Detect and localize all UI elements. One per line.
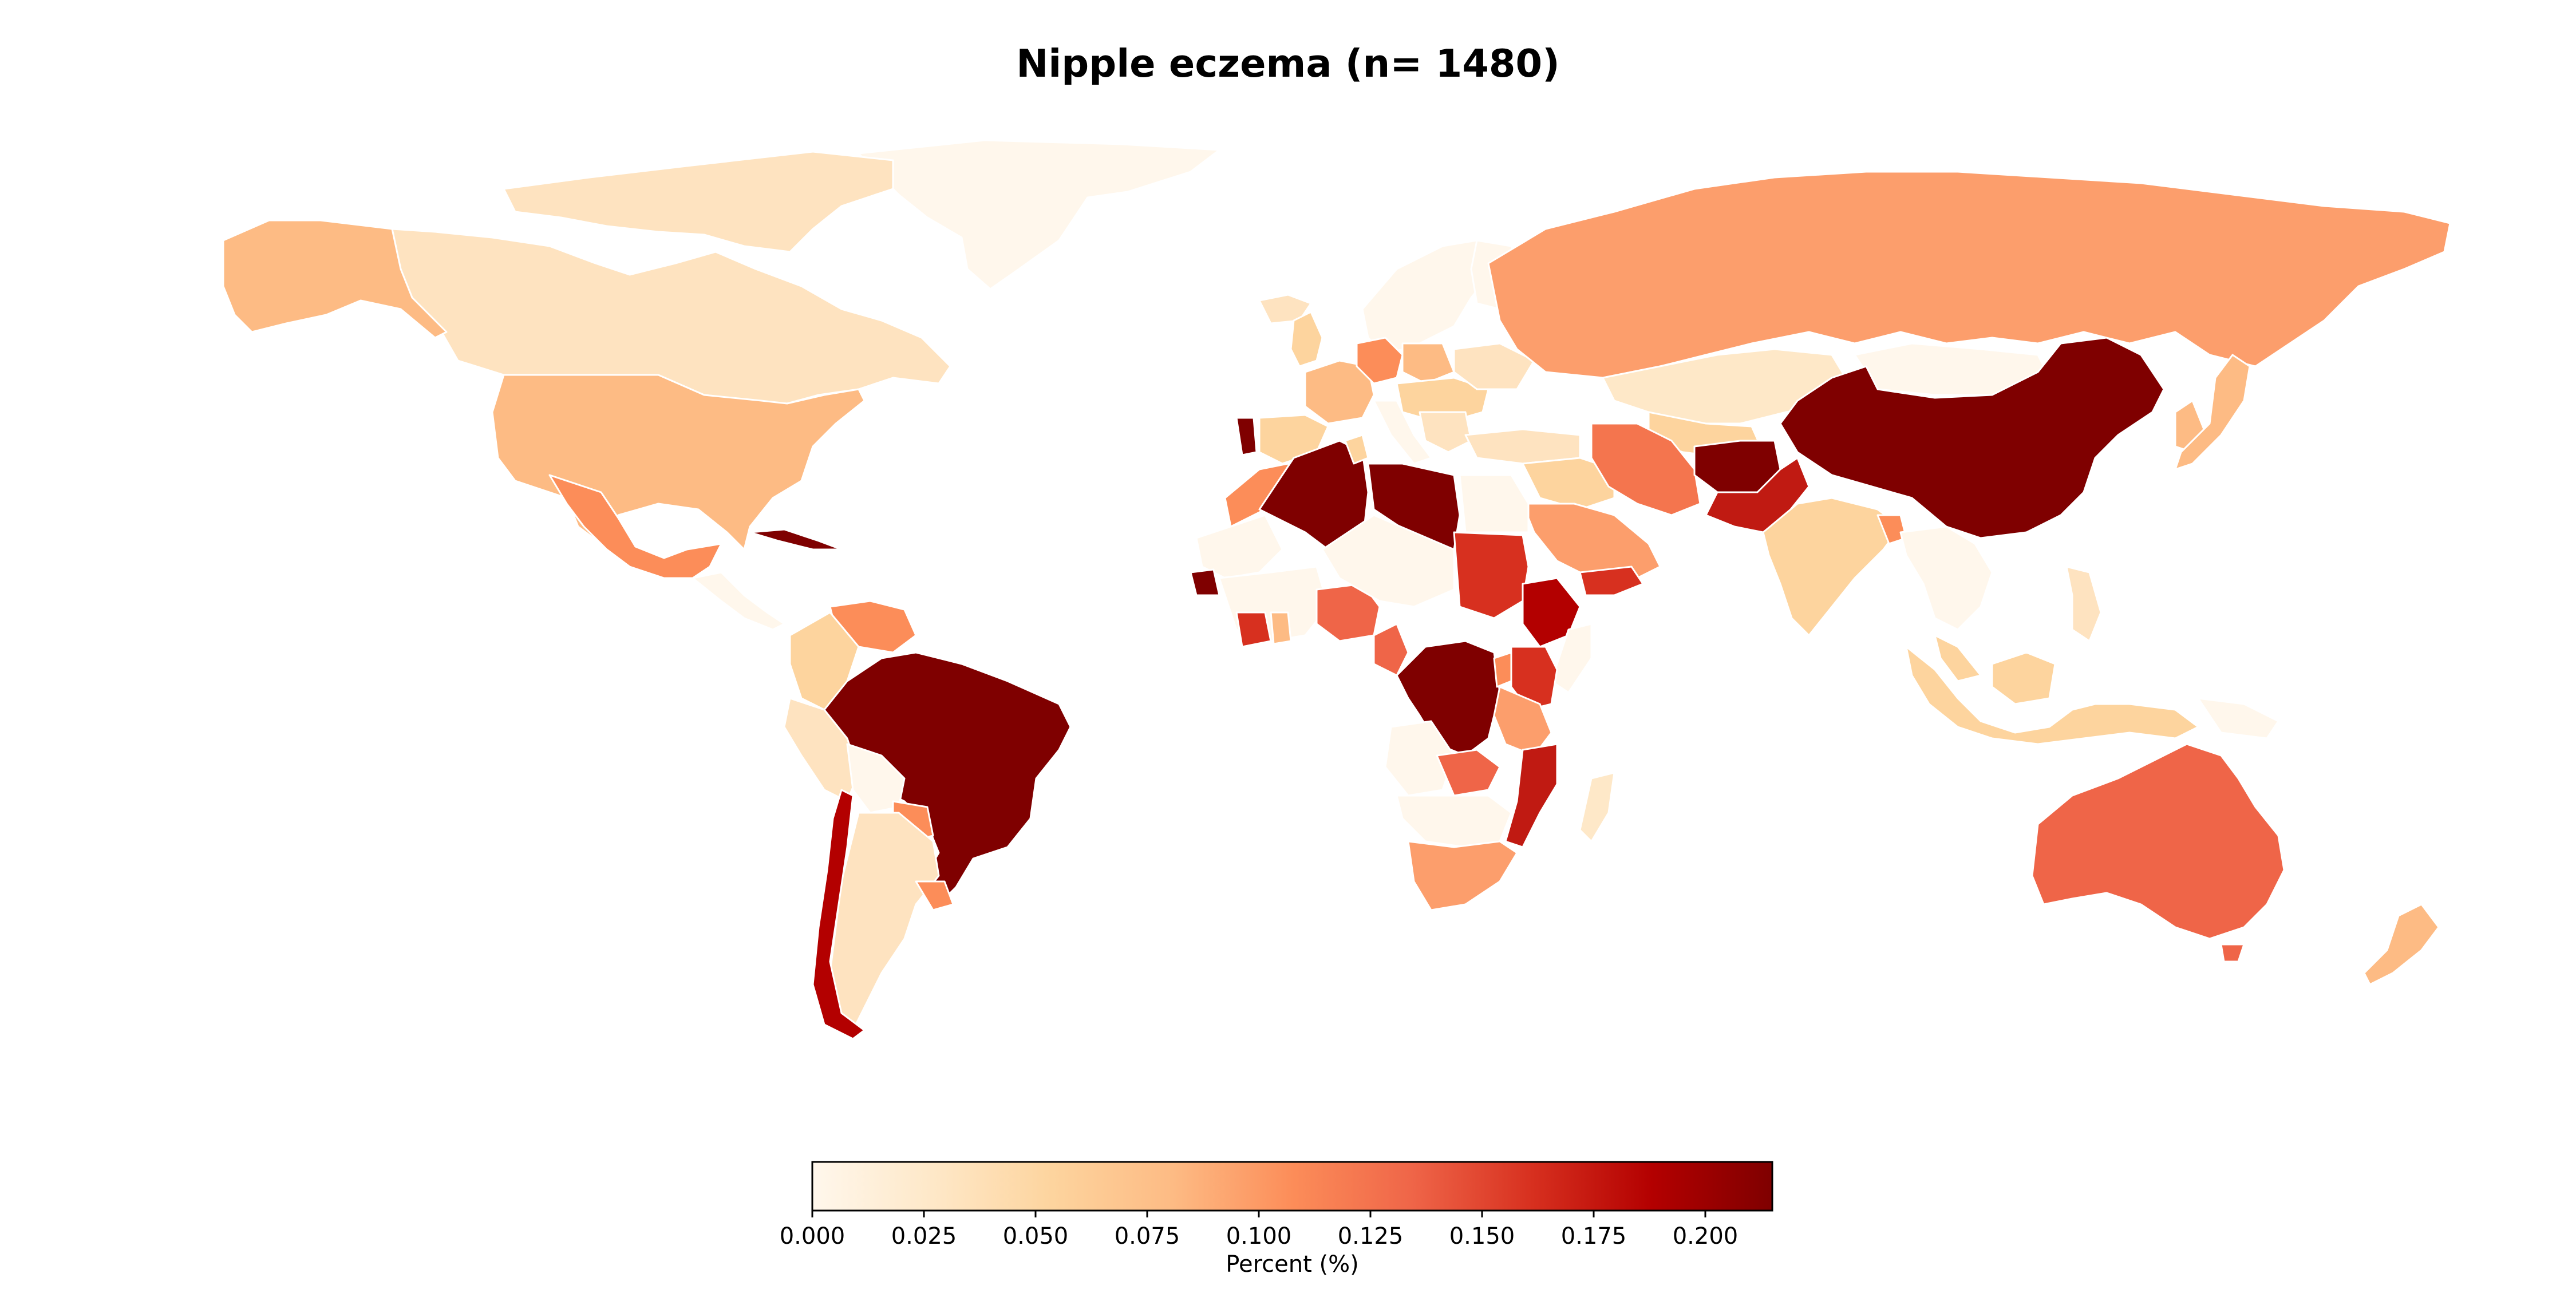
colorbar-tick-label: 0.175 [1561, 1223, 1627, 1249]
country-south-africa [1407, 840, 1518, 911]
country-ghana [1270, 611, 1292, 645]
colorbar: 0.000 0.025 0.050 0.075 0.100 0.125 0.150 0.175… [780, 1161, 1773, 1249]
country-australia [2031, 743, 2285, 940]
country-uruguay [915, 880, 954, 911]
country-papua [2197, 697, 2279, 739]
country-madagascar [1579, 772, 1615, 843]
country-ukraine [1453, 342, 1535, 390]
country-mexico [548, 474, 722, 579]
country-algeria [1258, 440, 1369, 551]
country-zambia [1436, 749, 1501, 797]
country-southeast-asia [1899, 525, 1993, 631]
country-saudi-arabia [1522, 503, 1661, 579]
country-cuba [749, 528, 843, 551]
country-malaysia [1934, 634, 1982, 682]
country-iceland [1258, 294, 1312, 325]
country-canada-islands [503, 151, 894, 253]
country-uganda-kenya [1510, 646, 1558, 711]
country-niger-chad [1321, 514, 1455, 608]
country-india [1762, 497, 1902, 636]
country-rwanda [1493, 651, 1512, 688]
colorbar-tick-label: 0.150 [1449, 1223, 1515, 1249]
country-dr-congo [1396, 640, 1501, 757]
country-sudan [1453, 531, 1530, 619]
country-usa-alaska [222, 219, 448, 339]
countries [222, 139, 2451, 1040]
country-china [1779, 337, 2165, 539]
colorbar-gradient [811, 1161, 1773, 1212]
colorbar-tick-label: 0.100 [1226, 1223, 1292, 1249]
country-central-america [692, 571, 785, 631]
country-iran [1590, 422, 1701, 516]
country-yemen [1579, 566, 1644, 596]
country-uk [1290, 311, 1323, 367]
country-chile [812, 789, 866, 1040]
country-southern-africa [1396, 794, 1512, 848]
country-new-zealand [2363, 903, 2440, 986]
country-germany [1356, 337, 1404, 385]
colorbar-tick-label: 0.200 [1673, 1223, 1739, 1249]
country-italy [1373, 400, 1432, 465]
country-japan [2174, 354, 2251, 470]
country-balkans [1419, 411, 1472, 453]
country-poland [1401, 342, 1455, 385]
country-greenland [858, 139, 1220, 290]
country-senegal [1190, 568, 1220, 596]
country-borneo [1991, 651, 2056, 705]
country-turkey [1464, 428, 1581, 465]
country-tasmania [2220, 943, 2245, 963]
country-russia [1487, 171, 2451, 379]
colorbar-label: Percent (%) [1226, 1251, 1359, 1278]
country-western-sahara-mauritania [1195, 514, 1283, 579]
colorbar-tick-label: 0.075 [1115, 1223, 1180, 1249]
colorbar-tick-label: 0.125 [1338, 1223, 1404, 1249]
colorbar-tick-label: 0.000 [780, 1223, 846, 1249]
country-syria-iraq [1522, 457, 1615, 511]
country-usa [491, 374, 866, 551]
map-title: Nipple eczema (n= 1480) [1016, 41, 1560, 86]
country-egypt [1459, 474, 1530, 533]
country-canada [391, 228, 951, 405]
colorbar-tick-label: 0.025 [891, 1223, 957, 1249]
country-pakistan [1705, 457, 1810, 533]
colorbar-ticks: 0.000 0.025 0.050 0.075 0.100 0.125 0.150 0.175… [780, 1211, 1739, 1249]
country-portugal [1235, 417, 1258, 456]
country-philippines [2065, 566, 2102, 642]
country-cameroon [1373, 623, 1409, 677]
country-france [1304, 359, 1375, 425]
country-mozambique [1504, 743, 1558, 848]
country-indonesia [1905, 646, 2199, 745]
country-tunisia [1344, 434, 1369, 465]
country-angola [1384, 720, 1455, 797]
colorbar-tick-label: 0.050 [1003, 1223, 1069, 1249]
country-cote-divoire [1235, 611, 1272, 648]
